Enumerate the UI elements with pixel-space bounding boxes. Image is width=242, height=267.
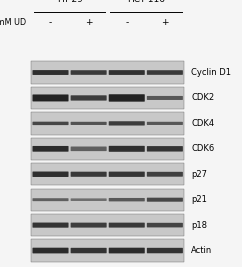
FancyBboxPatch shape [71,147,107,151]
Bar [31,87,184,109]
FancyBboxPatch shape [109,223,145,227]
FancyBboxPatch shape [147,146,183,152]
Text: p27: p27 [191,170,207,179]
FancyBboxPatch shape [109,121,145,125]
FancyBboxPatch shape [32,248,68,253]
FancyBboxPatch shape [147,70,183,75]
FancyBboxPatch shape [32,70,68,75]
FancyBboxPatch shape [147,96,183,100]
Bar [31,163,184,185]
Text: +: + [161,18,169,27]
Bar [31,61,184,84]
Bar [31,214,184,236]
FancyBboxPatch shape [147,248,183,253]
FancyBboxPatch shape [32,122,68,125]
FancyBboxPatch shape [147,172,183,177]
FancyBboxPatch shape [71,172,107,177]
FancyBboxPatch shape [32,223,68,228]
Bar [31,239,184,262]
Text: +: + [85,18,92,27]
Text: CDK6: CDK6 [191,144,214,153]
Text: -: - [49,18,52,27]
FancyBboxPatch shape [32,171,68,177]
FancyBboxPatch shape [147,223,183,227]
FancyBboxPatch shape [71,70,107,75]
FancyBboxPatch shape [71,122,107,125]
Text: p21: p21 [191,195,207,204]
Text: CDK2: CDK2 [191,93,214,103]
FancyBboxPatch shape [147,122,183,125]
FancyBboxPatch shape [109,94,145,102]
FancyBboxPatch shape [109,248,145,253]
Bar [31,112,184,135]
FancyBboxPatch shape [147,198,183,202]
FancyBboxPatch shape [71,223,107,227]
FancyBboxPatch shape [71,95,107,101]
Text: Actin: Actin [191,246,212,255]
Bar [31,189,184,211]
Bar [31,138,184,160]
FancyBboxPatch shape [71,198,107,201]
FancyBboxPatch shape [109,146,145,152]
Text: p18: p18 [191,221,207,230]
FancyBboxPatch shape [71,248,107,253]
FancyBboxPatch shape [109,70,145,75]
FancyBboxPatch shape [109,198,145,201]
FancyBboxPatch shape [32,198,68,201]
Text: Cyclin D1: Cyclin D1 [191,68,231,77]
FancyBboxPatch shape [32,146,68,152]
Text: 0.2mM UD: 0.2mM UD [0,18,27,27]
Text: HCT-116: HCT-116 [127,0,165,4]
Text: HT-29: HT-29 [57,0,83,4]
Text: -: - [125,18,128,27]
FancyBboxPatch shape [32,95,68,101]
Text: CDK4: CDK4 [191,119,214,128]
FancyBboxPatch shape [109,172,145,177]
